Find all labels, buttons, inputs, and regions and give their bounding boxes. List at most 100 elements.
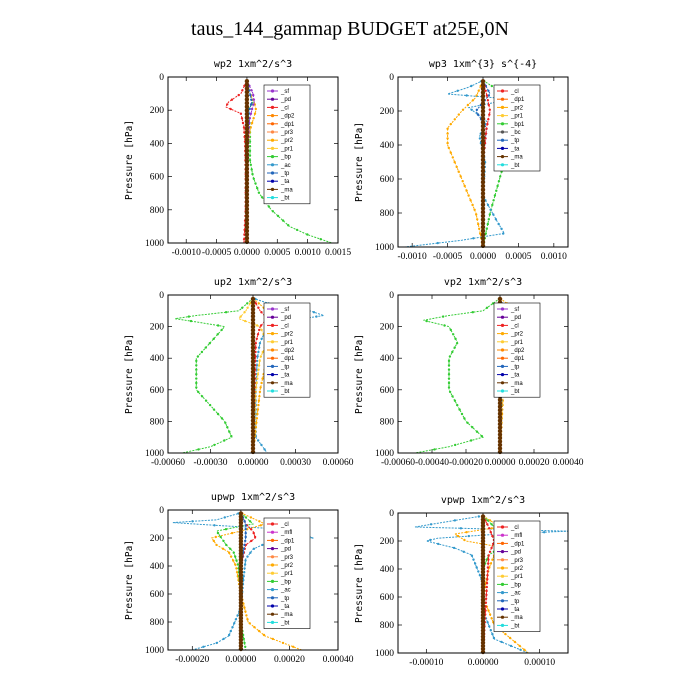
series-marker-pr1 [255, 324, 259, 327]
legend-label: _ta [510, 373, 520, 379]
series-marker-bp [493, 194, 497, 197]
series-marker-pr2 [255, 417, 259, 420]
panel-5: upwp 1xm^2/s^3 Pressure [hPa] 0 200 400 600 80… [124, 492, 354, 665]
series-marker-ma [238, 603, 244, 609]
series-marker-pr2 [292, 645, 295, 648]
series-marker-bp [497, 180, 501, 183]
legend-label: _mfl [280, 530, 292, 536]
series-marker-ac [437, 542, 440, 546]
series-marker-ma [244, 166, 250, 171]
legend-label: _tp [510, 364, 520, 370]
series-marker-pr2 [258, 520, 261, 523]
series-marker-pr2 [259, 386, 262, 389]
y-tick-label: 800 [150, 206, 165, 216]
series-marker-ma [480, 625, 486, 630]
series-marker-ac [475, 566, 478, 569]
series-marker-ma [244, 104, 250, 109]
series-marker-pr2 [249, 126, 252, 129]
series-marker-ac [494, 218, 498, 221]
series-marker-bp [248, 520, 252, 523]
legend-marker [270, 122, 275, 126]
legend-marker [500, 332, 505, 336]
series-marker-cl [254, 342, 257, 345]
x-tick-label: 0.00030 [280, 458, 311, 468]
series-marker-ma [250, 352, 256, 357]
series-marker-ma [480, 161, 486, 166]
series-marker-bp [475, 430, 479, 433]
series-marker-ma [480, 210, 486, 215]
series-marker-pr2 [221, 547, 225, 550]
legend-marker [270, 163, 275, 167]
series-marker-bp [295, 228, 299, 232]
series-marker-cl [487, 118, 490, 121]
y-tick-label: 800 [380, 209, 395, 219]
series-marker-bp [196, 355, 200, 358]
panel-3: up2 1xm^2/s^3 Pressure [hPa] 0 200 400 600 800… [124, 277, 354, 468]
series-marker-ma [250, 355, 256, 361]
series-marker-ma [238, 526, 244, 532]
series-marker-pr2 [271, 637, 274, 641]
series-marker-cl [486, 570, 489, 573]
series-marker-ma [238, 631, 244, 636]
series-marker-pr2 [253, 112, 257, 115]
series-marker-pr2 [446, 137, 449, 140]
x-tick-label: -0.00040 [415, 458, 449, 468]
legend-label: _ta [280, 179, 290, 185]
series-marker-ma [480, 165, 486, 170]
series-marker-cl [486, 122, 489, 126]
series-marker-ma [480, 221, 486, 226]
y-tick-label: 200 [150, 534, 165, 544]
series-marker-ma [238, 572, 244, 578]
series-marker-pr2 [257, 403, 260, 407]
series-marker-cl [253, 535, 257, 539]
series-marker-tp [487, 89, 490, 93]
series-marker-bp [242, 637, 245, 641]
x-tick-label: -0.00020 [175, 655, 209, 665]
series-marker-ma [244, 152, 250, 157]
series-marker-tp [487, 94, 490, 97]
legend-label: _tp [280, 364, 290, 370]
legend-label: _pr3 [510, 558, 524, 564]
series-marker-bp [195, 368, 198, 371]
legend-marker [270, 187, 275, 191]
legend-marker [270, 114, 275, 118]
series-marker-pr2 [257, 399, 261, 402]
legend-label: _dp1 [280, 122, 295, 128]
legend-marker [500, 122, 505, 126]
y-tick-label: 1000 [145, 239, 164, 249]
series-marker-bp [225, 543, 228, 547]
y-tick-label: 600 [150, 590, 165, 600]
series-marker-ac [256, 355, 259, 358]
series-marker-ac [472, 558, 475, 561]
panel-6: vpwp 1xm^2/s^3 Pressure [hPa] 0 200 400 600 80… [354, 495, 569, 668]
series-marker-pr2 [478, 227, 481, 230]
series-marker-cl [485, 585, 488, 589]
series-marker-ma [244, 170, 250, 175]
series-marker-ma [250, 383, 256, 389]
legend-marker [500, 541, 505, 546]
series-marker-cl [255, 337, 258, 340]
series-marker-bp [195, 364, 198, 367]
series-marker-ac [489, 629, 492, 632]
series-marker-ma [238, 529, 244, 535]
legend-marker [270, 381, 275, 385]
series-marker-ma [497, 435, 503, 441]
series-marker-ma [480, 101, 486, 106]
legend-marker [270, 97, 275, 101]
series-marker-bp [189, 319, 193, 323]
series-marker-ma [244, 86, 250, 91]
series-marker-pr2 [447, 146, 450, 150]
series-marker-ma [250, 446, 256, 451]
series-marker-pr2 [262, 633, 266, 637]
series-marker-ma [497, 414, 503, 420]
series-marker-pr2 [487, 609, 490, 612]
series-marker-pr2 [260, 381, 263, 385]
series-marker-ac [255, 359, 259, 363]
series-marker-bp [195, 381, 198, 385]
series-marker-cl [485, 94, 489, 97]
series-marker-bp [216, 531, 220, 535]
series-marker-ma [480, 569, 486, 575]
series-marker-ac [243, 563, 247, 566]
series-marker-bp [229, 547, 232, 550]
series-marker-ma [480, 640, 486, 645]
